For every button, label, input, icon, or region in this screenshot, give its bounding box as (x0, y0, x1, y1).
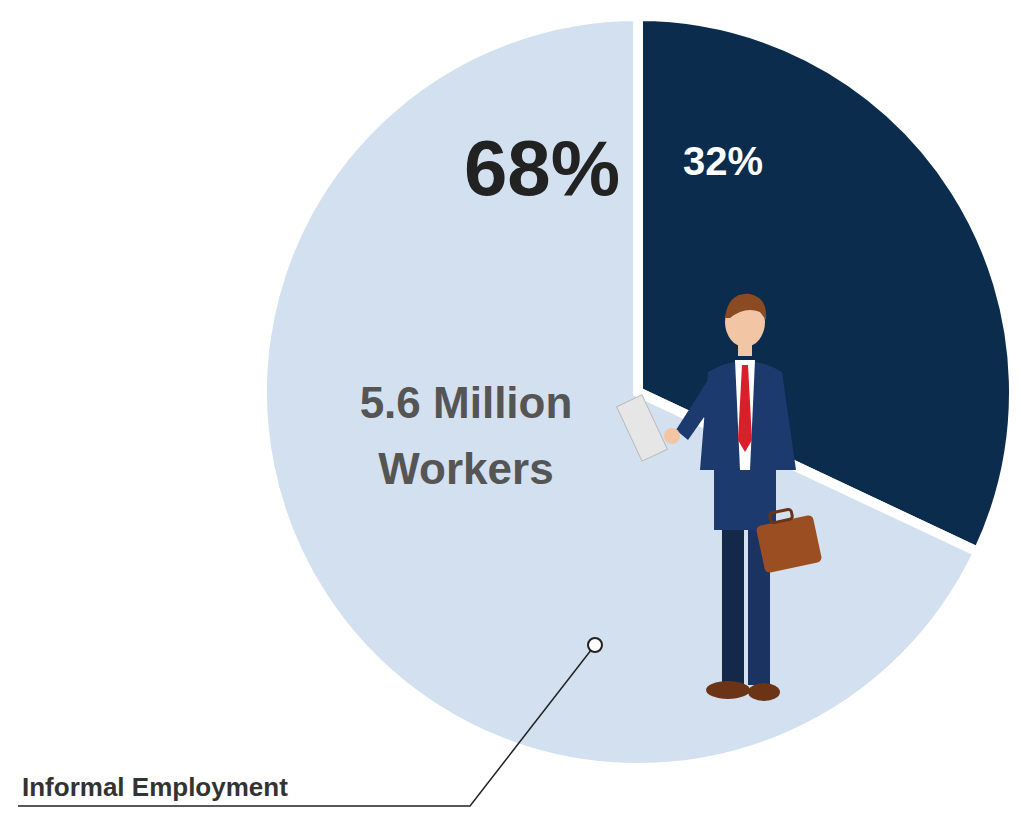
svg-text:68%: 68% (464, 124, 620, 212)
svg-text:5.6 MillionWorkers: 5.6 MillionWorkers (360, 378, 573, 493)
svg-text:Informal Employment: Informal Employment (22, 772, 288, 802)
svg-text:32%: 32% (683, 139, 763, 183)
